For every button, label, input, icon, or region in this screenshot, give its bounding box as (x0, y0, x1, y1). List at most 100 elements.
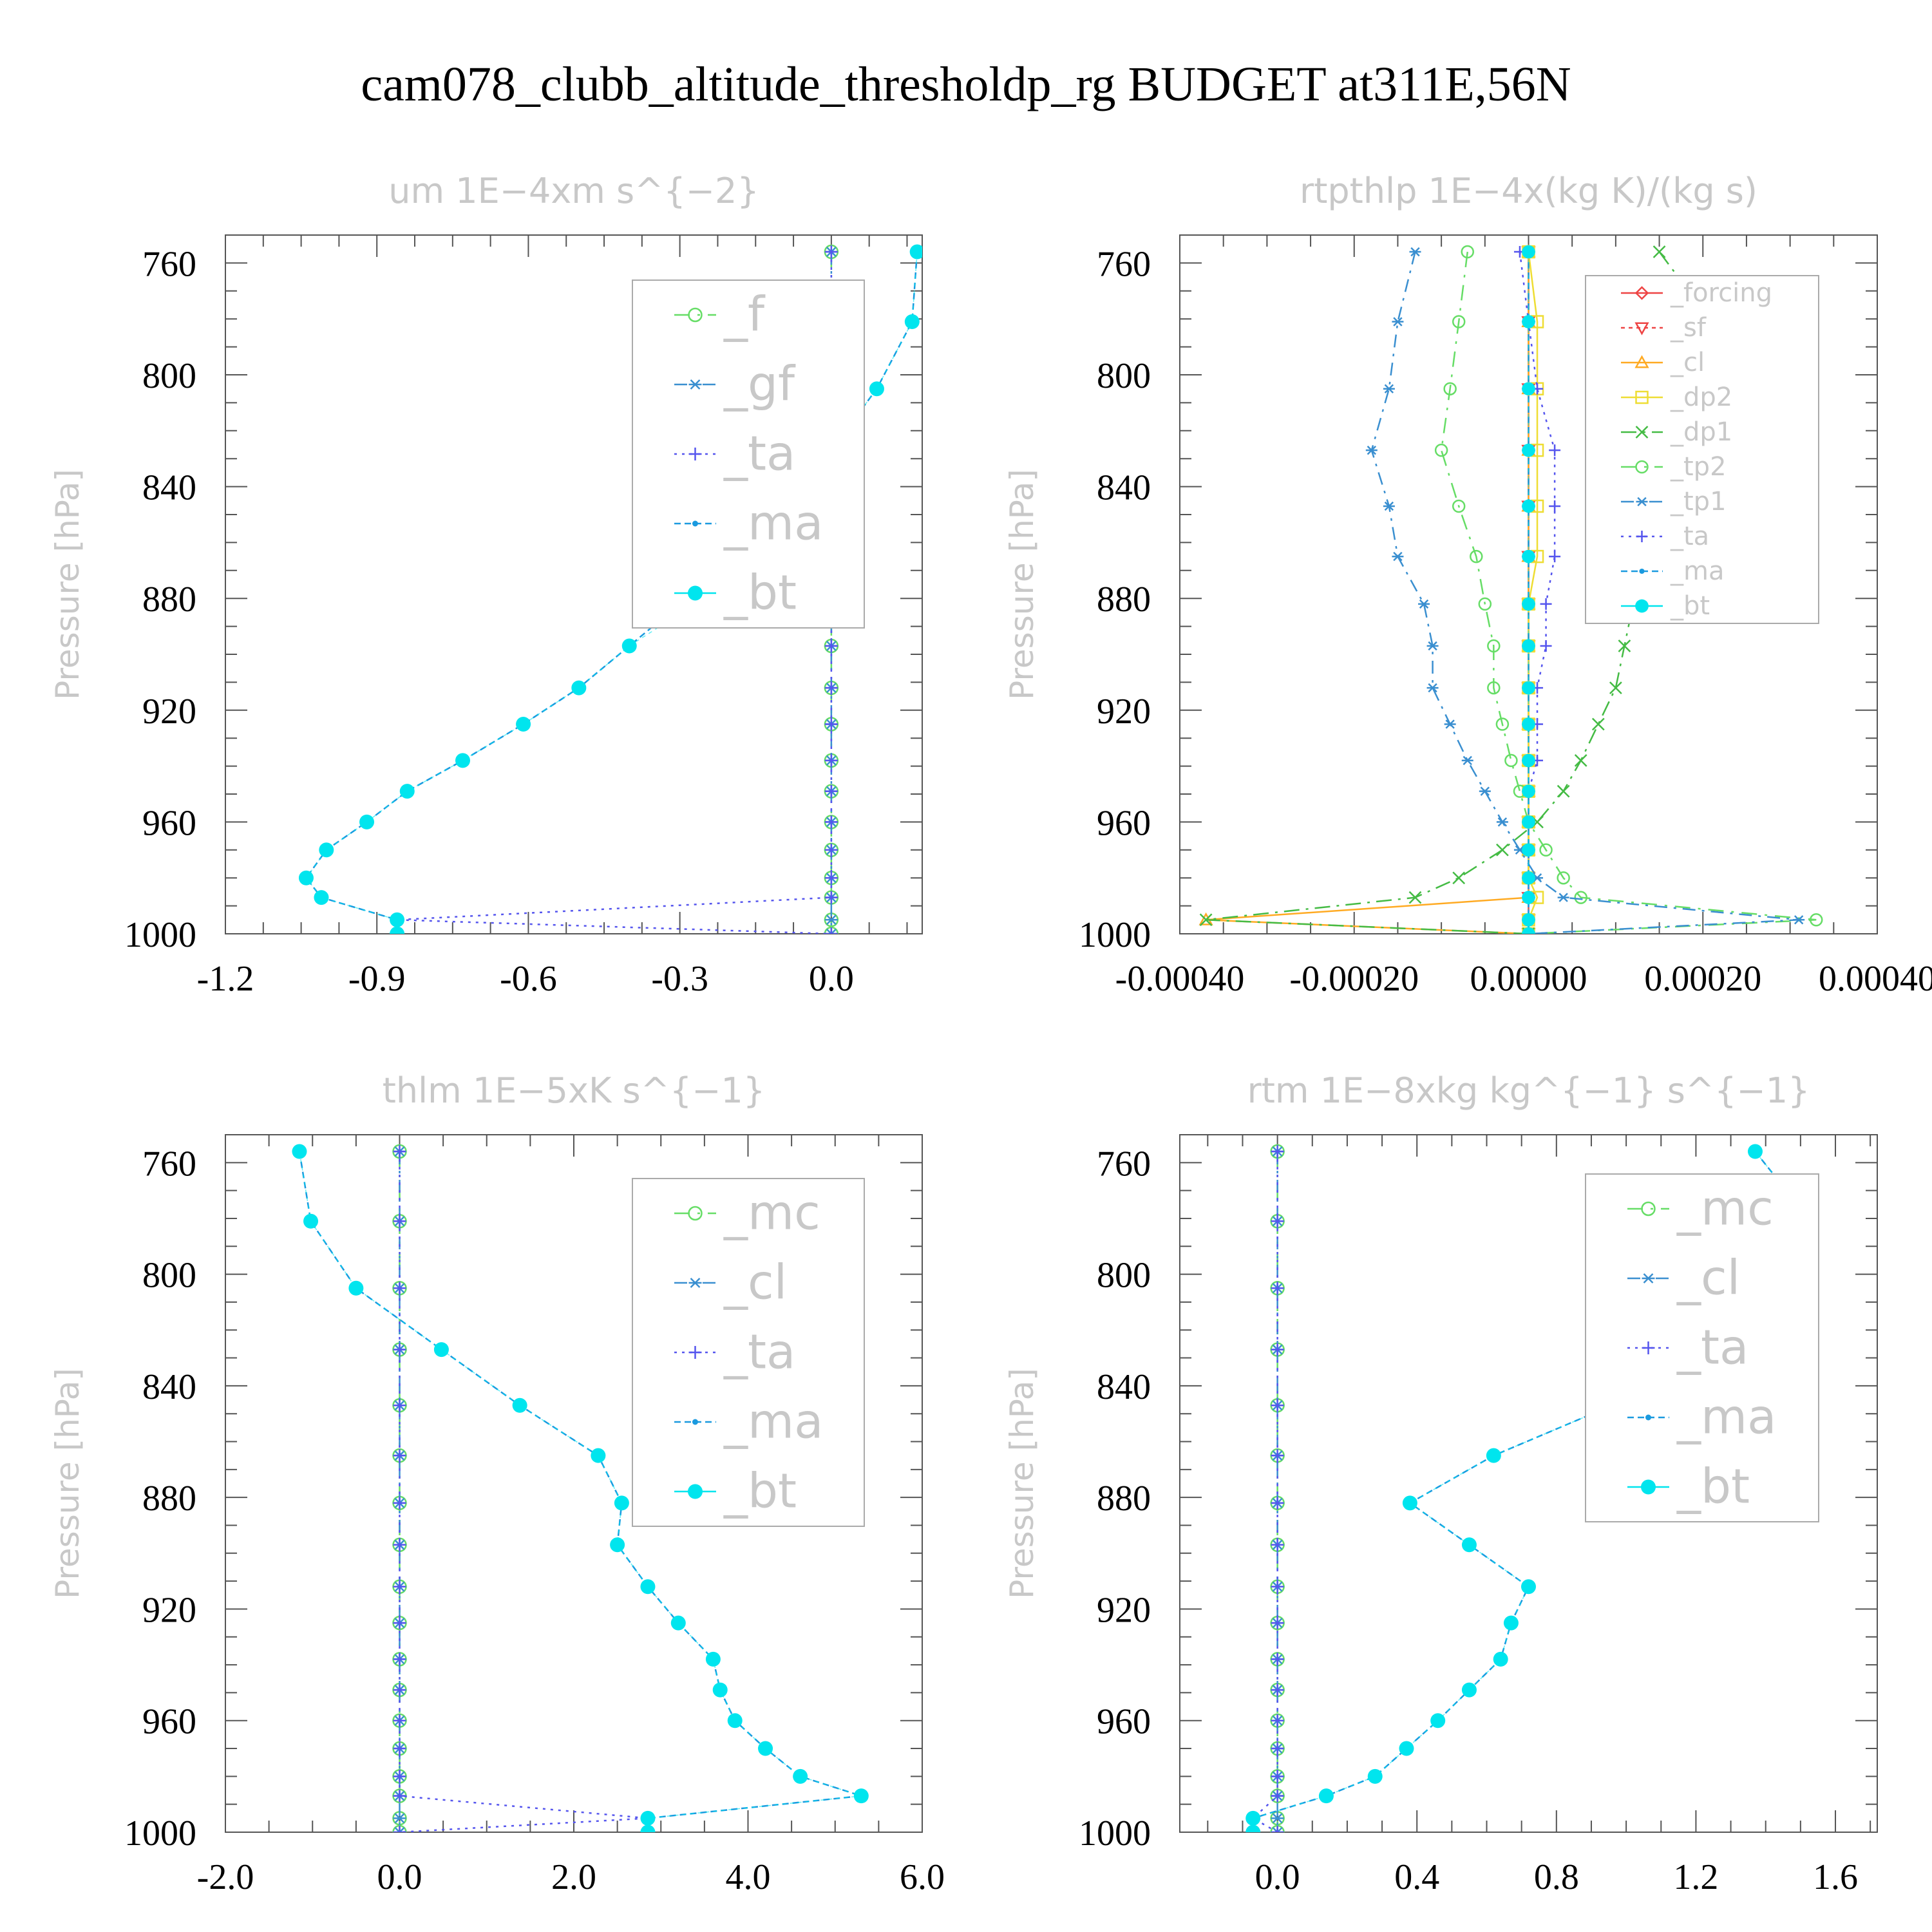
series-bt (1522, 245, 1535, 934)
plot-area (292, 1144, 869, 1832)
data-point (399, 784, 415, 799)
y-tick-label: 960 (1097, 803, 1151, 843)
y-axis-label: Pressure [hPa] (49, 469, 86, 700)
legend-entry: _cl (674, 1255, 787, 1310)
legend-label: _dp2 (1670, 383, 1732, 412)
plot-frame (225, 234, 923, 934)
x-tick-label: 2.0 (551, 1857, 596, 1897)
data-point (1574, 754, 1587, 767)
x-tick-label: 0.0 (377, 1857, 422, 1897)
legend-label: _ma (1676, 1389, 1776, 1444)
data-point (793, 1768, 808, 1784)
legend-entry: _bt (674, 565, 797, 620)
data-point (1540, 639, 1552, 652)
data-point (614, 1495, 629, 1511)
data-point (869, 381, 884, 397)
data-point (1402, 1495, 1417, 1511)
x-tick-label: -0.9 (348, 959, 406, 999)
data-point (904, 314, 920, 330)
data-point (1426, 641, 1439, 651)
data-point (1549, 500, 1561, 512)
data-point (1521, 1579, 1536, 1595)
y-tick-label: 800 (1097, 356, 1151, 396)
legend-entry: _ta (674, 426, 795, 481)
series-line (1206, 252, 1530, 934)
legend-entry: _bt (1621, 591, 1710, 621)
legend-entry: _mc (674, 1185, 820, 1240)
y-tick-label: 840 (142, 1367, 196, 1407)
data-point (824, 914, 838, 925)
data-point (1199, 913, 1213, 927)
data-point (1522, 315, 1535, 328)
x-tick-label: 0.00000 (1470, 959, 1587, 999)
legend-label: _bt (723, 565, 797, 620)
data-point (1271, 1538, 1284, 1551)
x-tick-label: -1.2 (197, 959, 254, 999)
data-point (393, 1580, 406, 1593)
legend-label: _tp2 (1670, 452, 1727, 482)
data-point (1271, 1144, 1284, 1158)
legend-marker (688, 1346, 702, 1359)
x-tick-label: 0.0 (809, 959, 854, 999)
data-point (348, 1280, 364, 1296)
data-point (1452, 499, 1466, 513)
panel-thlm: thlm 1E−5xK s^{−1} Pressure [hPa] 760 800 84… (49, 1070, 945, 1897)
legend-marker (1636, 497, 1648, 507)
y-tick-label: 920 (1097, 692, 1151, 732)
y-tick-label: 960 (142, 803, 196, 843)
legend-marker (1642, 1273, 1655, 1283)
legend-entry: _ma (1627, 1389, 1776, 1444)
data-point (390, 912, 405, 927)
x-tick-label: -0.00040 (1115, 959, 1245, 999)
data-point (705, 1651, 721, 1667)
data-point (640, 1810, 656, 1826)
data-point (1522, 843, 1535, 857)
data-point (824, 815, 838, 829)
data-point (1271, 1653, 1284, 1666)
panel-title: thlm 1E−5xK s^{−1} (383, 1070, 765, 1111)
plot-area (1198, 244, 1823, 934)
legend-entry: _sf (1621, 313, 1707, 343)
series-line (1251, 1151, 1278, 1832)
data-point (824, 784, 838, 798)
legend-label: _mc (1676, 1180, 1774, 1236)
data-point (1271, 1742, 1284, 1756)
data-point (909, 244, 922, 260)
legend-marker (1635, 460, 1649, 474)
legend-marker (1639, 568, 1645, 574)
y-tick-label: 760 (1097, 1144, 1151, 1184)
data-point (292, 1144, 307, 1159)
legend-entry: _mc (1627, 1180, 1774, 1236)
data-point (1271, 1770, 1284, 1783)
data-point (824, 639, 838, 652)
legend-entry: _dp2 (1621, 383, 1732, 412)
legend: _f _gf _ta _ma _bt (632, 279, 865, 629)
legend-label: _forcing (1670, 278, 1772, 308)
series-line (399, 1151, 649, 1832)
data-point (1271, 1827, 1284, 1832)
legend-marker (692, 1419, 698, 1425)
data-point (1271, 1399, 1284, 1412)
x-tick-label: 6.0 (900, 1857, 945, 1897)
data-point (1318, 1788, 1334, 1804)
legend-box (632, 279, 865, 629)
data-point (1653, 245, 1666, 258)
data-point (1549, 551, 1561, 563)
data-point (319, 842, 334, 858)
data-point (1271, 1683, 1284, 1697)
plot-frame (1179, 1134, 1878, 1833)
legend-marker (688, 1206, 703, 1221)
legend-label: _mc (723, 1185, 820, 1240)
data-point (1557, 871, 1570, 885)
legend-entry: _ma (1621, 556, 1724, 586)
data-point (1574, 891, 1587, 904)
legend-label: _ta (723, 426, 795, 481)
data-point (393, 1653, 406, 1666)
x-tick-label: 0.4 (1394, 1857, 1439, 1897)
data-point (393, 1215, 406, 1228)
x-tick-label: -2.0 (197, 1857, 254, 1897)
legend-marker (1642, 1341, 1655, 1354)
data-point (393, 1496, 406, 1510)
data-point (824, 927, 838, 934)
data-point (640, 1579, 656, 1595)
